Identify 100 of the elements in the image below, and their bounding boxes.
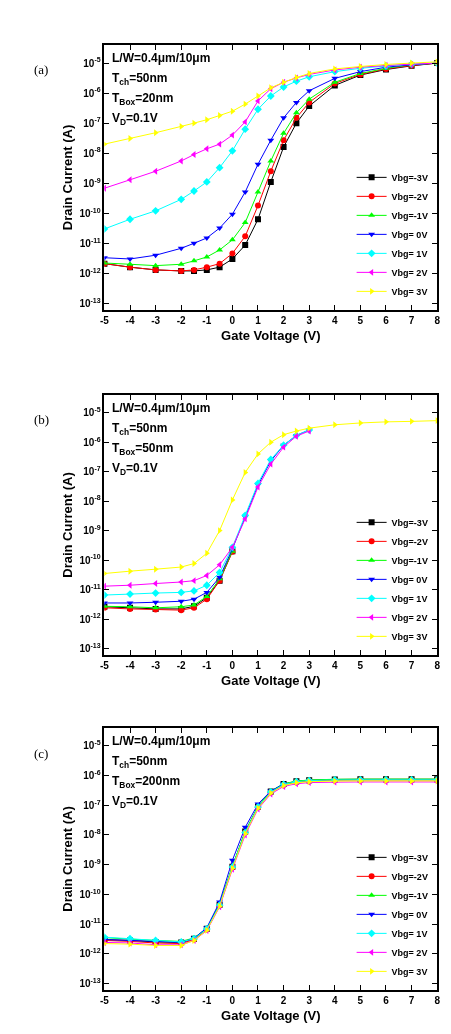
x-axis-title: Gate Voltage (V) — [221, 1007, 321, 1023]
legend-label: Vbg=-2V — [391, 536, 428, 547]
y-tick-label: 10$^{-10}$ — [79, 887, 101, 900]
legend-label: Vbg=-2V — [391, 191, 428, 202]
y-tick-label: 10$^{-5}$ — [83, 56, 101, 69]
annotation: V$_{D}$=0.1V — [112, 461, 158, 477]
x-tick-label: -4 — [125, 994, 135, 1006]
y-tick-label: 10$^{-7}$ — [83, 116, 101, 129]
y-tick-label: 10$^{-10}$ — [79, 553, 101, 566]
annotation: T$_{Box}$=50nm — [112, 441, 174, 457]
x-tick-label: 6 — [383, 314, 390, 326]
y-tick-label: 10$^{-8}$ — [83, 828, 101, 841]
legend-label: Vbg= 1V — [391, 593, 428, 604]
x-tick-label: 4 — [332, 314, 339, 326]
legend-label: Vbg=-1V — [391, 890, 428, 901]
legend-label: Vbg= 0V — [391, 909, 428, 920]
x-tick-label: 8 — [434, 659, 441, 671]
x-tick-label: 5 — [357, 314, 364, 326]
x-tick-label: 8 — [434, 314, 441, 326]
x-tick-label: 5 — [357, 994, 364, 1006]
y-tick-label: 10$^{-12}$ — [79, 612, 101, 625]
x-tick-label: 1 — [255, 994, 262, 1006]
x-tick-label: -2 — [176, 659, 187, 671]
x-tick-label: -3 — [151, 314, 161, 326]
x-tick-label: 3 — [306, 314, 313, 326]
y-tick-label: 10$^{-7}$ — [83, 464, 101, 478]
annotation: L/W=0.4μm/10μm — [112, 51, 211, 65]
text: (a) — [34, 62, 49, 77]
legend-label: Vbg= 1V — [391, 928, 428, 939]
y-tick-label: 10$^{-9}$ — [83, 523, 101, 537]
y-axis-title: Drain Current (A) — [59, 472, 75, 578]
y-tick-label: 10$^{-12}$ — [79, 947, 101, 960]
x-tick-label: 8 — [434, 994, 441, 1006]
x-axis-title: Gate Voltage (V) — [221, 672, 321, 688]
x-tick-label: 0 — [229, 994, 236, 1006]
text: (c) — [34, 746, 49, 761]
y-tick-label: 10$^{-7}$ — [83, 798, 101, 811]
legend-label: Vbg=-1V — [391, 210, 428, 221]
y-tick-label: 10$^{-11}$ — [79, 582, 101, 596]
x-tick-label: -4 — [125, 659, 135, 671]
y-tick-label: 10$^{-13}$ — [79, 641, 101, 654]
legend-label: Vbg=-3V — [391, 172, 428, 183]
y-tick-label: 10$^{-12}$ — [79, 266, 101, 279]
legend-label: Vbg= 3V — [391, 966, 428, 977]
x-tick-label: 4 — [332, 994, 339, 1006]
x-tick-label: 1 — [255, 659, 262, 671]
x-tick-label: -5 — [99, 314, 110, 326]
legend-label: Vbg= 2V — [391, 267, 428, 278]
y-tick-label: 10$^{-8}$ — [83, 494, 101, 507]
legend-label: Vbg= 3V — [391, 631, 428, 642]
x-tick-label: -5 — [99, 994, 110, 1006]
y-tick-label: 10$^{-9}$ — [83, 857, 101, 871]
legend-label: Vbg= 1V — [391, 248, 428, 259]
annotation: T$_{ch}$=50nm — [112, 754, 168, 770]
y-tick-label: 10$^{-11}$ — [79, 236, 101, 249]
annotation: T$_{Box}$=20nm — [112, 91, 174, 107]
text: (b) — [34, 412, 50, 427]
x-axis-title: Gate Voltage (V) — [221, 327, 321, 343]
x-tick-label: -1 — [202, 994, 212, 1006]
legend-label: Vbg= 2V — [391, 612, 428, 623]
x-tick-label: 3 — [306, 659, 313, 671]
y-tick-label: 10$^{-6}$ — [83, 768, 101, 782]
y-tick-label: 10$^{-5}$ — [83, 406, 101, 419]
x-tick-label: -2 — [176, 994, 187, 1006]
x-tick-label: -4 — [125, 314, 135, 326]
y-tick-label: 10$^{-13}$ — [79, 296, 101, 309]
x-tick-label: -1 — [202, 314, 212, 326]
legend-label: Vbg= 3V — [391, 286, 428, 297]
y-axis-title: Drain Current (A) — [59, 124, 75, 231]
x-tick-label: -1 — [202, 659, 212, 671]
y-tick-label: 10$^{-5}$ — [83, 739, 101, 752]
x-tick-label: 7 — [408, 314, 415, 326]
y-tick-label: 10$^{-9}$ — [83, 176, 101, 189]
y-tick-label: 10$^{-11}$ — [79, 917, 101, 930]
y-tick-label: 10$^{-13}$ — [79, 976, 101, 989]
annotation: L/W=0.4μm/10μm — [112, 401, 211, 415]
x-tick-label: 0 — [229, 659, 236, 671]
y-tick-label: 10$^{-10}$ — [79, 206, 101, 219]
x-tick-label: 7 — [408, 659, 415, 671]
annotation: V$_{D}$=0.1V — [112, 794, 158, 810]
x-tick-label: 7 — [408, 994, 415, 1006]
x-tick-label: 1 — [255, 314, 262, 326]
annotation: T$_{Box}$=200nm — [112, 774, 181, 790]
x-tick-label: 2 — [280, 659, 287, 671]
legend-label: Vbg= 0V — [391, 574, 428, 585]
y-axis-title: Drain Current (A) — [59, 806, 75, 912]
x-tick-label: 6 — [383, 994, 390, 1006]
annotation: T$_{ch}$=50nm — [112, 71, 168, 87]
x-tick-label: 5 — [357, 659, 364, 671]
x-tick-label: 3 — [306, 994, 313, 1006]
legend-label: Vbg=-3V — [391, 852, 428, 863]
legend-label: Vbg=-2V — [391, 871, 428, 882]
x-tick-label: 2 — [280, 994, 287, 1006]
annotation: V$_{D}$=0.1V — [112, 111, 158, 127]
y-tick-label: 10$^{-6}$ — [83, 435, 101, 448]
y-tick-label: 10$^{-8}$ — [83, 146, 101, 159]
x-tick-label: 6 — [383, 659, 390, 671]
legend-label: Vbg=-1V — [391, 555, 428, 566]
legend-label: Vbg= 0V — [391, 229, 428, 240]
y-tick-label: 10$^{-6}$ — [83, 86, 101, 99]
